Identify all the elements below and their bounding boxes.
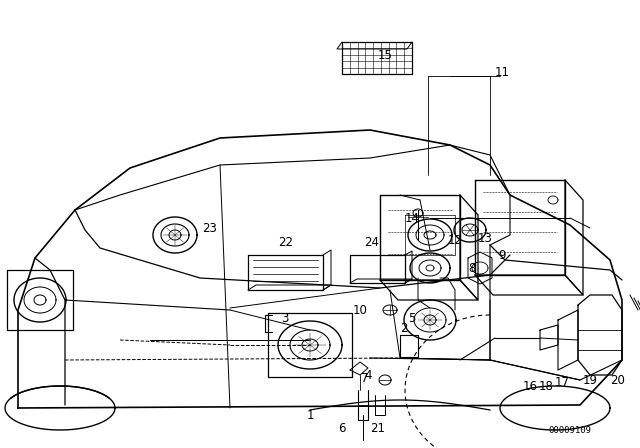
Text: 24: 24: [365, 236, 380, 249]
Text: 22: 22: [278, 236, 294, 249]
Text: 4: 4: [364, 369, 372, 382]
Text: 5: 5: [408, 311, 416, 324]
Text: 11: 11: [495, 65, 509, 78]
Text: 23: 23: [203, 221, 218, 234]
Text: 16: 16: [522, 379, 538, 392]
Text: 21: 21: [371, 422, 385, 435]
Text: 19: 19: [582, 374, 598, 387]
Text: 9: 9: [499, 249, 506, 262]
Text: 8: 8: [468, 262, 476, 275]
Text: 1: 1: [307, 409, 314, 422]
Text: 2: 2: [400, 322, 408, 335]
Text: 7: 7: [361, 371, 369, 384]
Text: 18: 18: [539, 379, 554, 392]
Text: 10: 10: [353, 303, 367, 316]
Text: 17: 17: [554, 375, 570, 388]
Text: 3: 3: [282, 311, 289, 324]
Text: 6: 6: [339, 422, 346, 435]
Text: 20: 20: [611, 374, 625, 387]
Text: 12: 12: [447, 233, 463, 246]
Text: 13: 13: [477, 232, 492, 245]
Text: 15: 15: [378, 48, 392, 61]
Text: 00009109: 00009109: [548, 426, 591, 435]
Text: 14: 14: [404, 211, 419, 224]
